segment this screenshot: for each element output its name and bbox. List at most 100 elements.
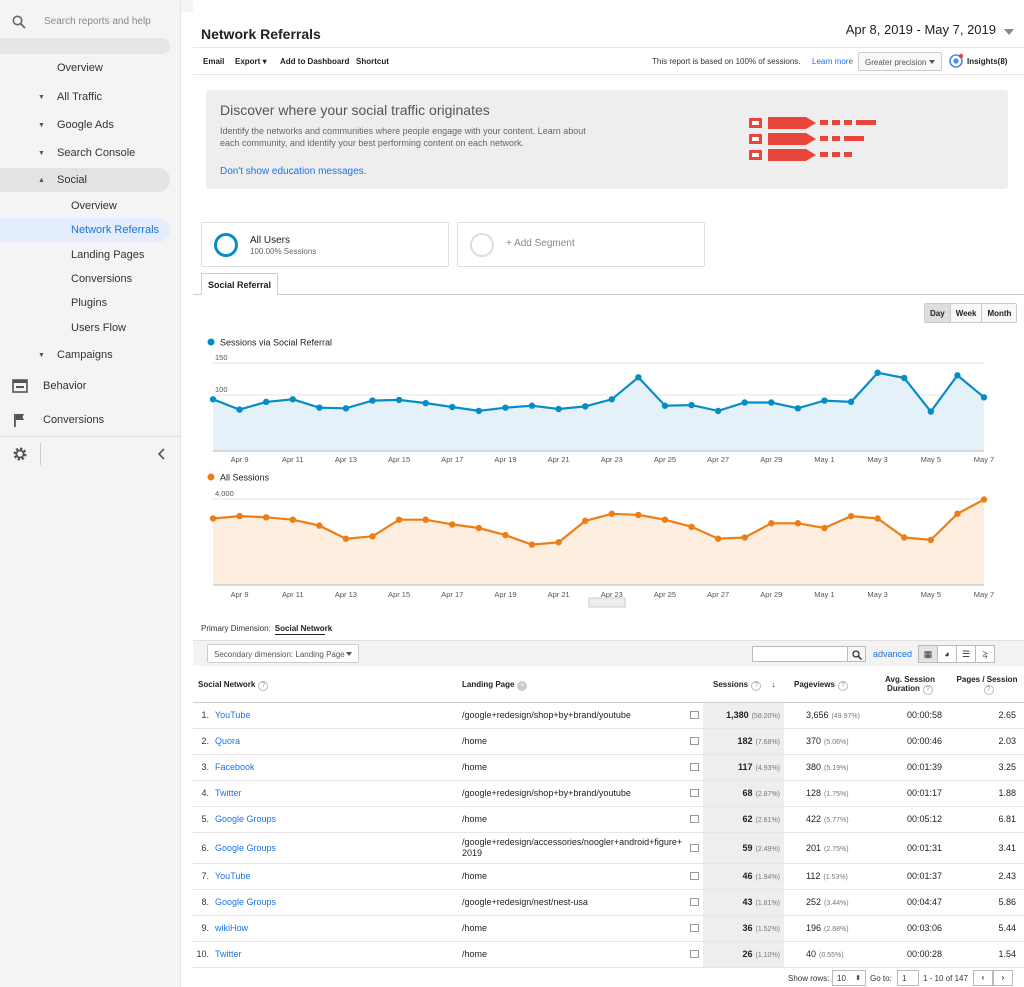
primary-dimension-value[interactable]: Social Network — [274, 624, 333, 633]
table-row[interactable]: 7. YouTube/home 46 (1.94%) 112 (1.53%) 00:01:3… — [193, 863, 1024, 890]
sidebar-item-behavior[interactable]: Behavior — [0, 374, 170, 398]
pageviews-value: 252 — [806, 897, 822, 907]
network-link[interactable]: Facebook — [215, 762, 255, 772]
open-page-icon[interactable] — [690, 872, 699, 880]
sidebar-item-plugins[interactable]: Plugins — [0, 291, 170, 315]
performance-view-icon[interactable]: ☰ — [956, 645, 976, 663]
precision-select[interactable]: Greater precision — [858, 52, 942, 71]
col-label: Pages / Session — [956, 675, 1018, 685]
table-row[interactable]: 8. Google Groups/google+redesign/nest/nes… — [193, 889, 1024, 916]
open-page-icon[interactable] — [690, 815, 699, 823]
landing-page-value: /home — [462, 813, 488, 824]
remove-dimension-icon[interactable]: × — [517, 680, 528, 691]
gear-icon[interactable] — [12, 446, 28, 462]
sidebar-item-network-referrals[interactable]: Network Referrals — [0, 218, 170, 242]
network-link[interactable]: Google Groups — [215, 814, 277, 824]
sort-desc-icon[interactable]: ↓ — [771, 679, 776, 689]
cell-avg-duration: 00:00:58 — [870, 702, 950, 729]
open-page-icon[interactable] — [690, 950, 699, 958]
col-sessions[interactable]: Sessions? ↓ — [703, 669, 784, 703]
sidebar-item-landing-pages[interactable]: Landing Pages — [0, 243, 170, 267]
table-search-button[interactable] — [847, 647, 865, 661]
open-page-icon[interactable] — [690, 737, 699, 745]
insights-button[interactable]: Insights(8) — [948, 53, 1007, 69]
table-row[interactable]: 4. Twitter/google+redesign/shop+by+brand/… — [193, 780, 1024, 807]
advanced-filter-link[interactable]: advanced — [873, 649, 913, 659]
sidebar-item-search-console[interactable]: ▼ Search Console — [0, 141, 170, 165]
segment-all-users[interactable]: All Users 100.00% Sessions — [201, 222, 449, 267]
prev-page-button[interactable]: ‹ — [973, 970, 993, 986]
network-link[interactable]: Twitter — [215, 949, 242, 959]
export-button[interactable]: Export ▾ — [235, 57, 267, 66]
sidebar-item-users-flow[interactable]: Users Flow — [0, 316, 170, 340]
sessions-value: 36 — [742, 923, 753, 933]
col-avg-session-duration[interactable]: Avg. Session Duration? — [870, 669, 950, 703]
sidebar-item-social[interactable]: ▲ Social — [0, 168, 170, 192]
open-page-icon[interactable] — [690, 924, 699, 932]
network-link[interactable]: Google Groups — [215, 897, 277, 907]
table-row[interactable]: 10. Twitter/home 26 (1.10%) 40 (0.55%) 00:00:2… — [193, 941, 1024, 968]
col-social-network[interactable]: Social Network? — [193, 669, 456, 703]
goto-input[interactable]: 1 — [897, 970, 919, 986]
data-point — [262, 514, 270, 521]
network-link[interactable]: Quora — [215, 736, 241, 746]
rows-per-page-select[interactable]: 10 ⬍ — [832, 970, 866, 986]
sidebar-item-social-conversions[interactable]: Conversions — [0, 267, 170, 291]
network-link[interactable]: YouTube — [215, 871, 251, 881]
sidebar-item-campaigns[interactable]: ▼ Campaigns — [0, 343, 170, 367]
open-page-icon[interactable] — [690, 789, 699, 797]
open-page-icon[interactable] — [690, 711, 699, 719]
help-icon[interactable]: ? — [837, 680, 848, 691]
secondary-dimension-select[interactable]: Secondary dimension: Landing Page — [207, 644, 359, 663]
table-search-input[interactable] — [752, 646, 866, 662]
sidebar-item-all-traffic[interactable]: ▼ All Traffic — [0, 85, 170, 109]
x-tick-label: Apr 19 — [494, 455, 516, 464]
table-row[interactable]: 1. YouTube/google+redesign/shop+by+brand/… — [193, 702, 1024, 729]
help-icon[interactable]: ? — [751, 680, 762, 691]
table-row[interactable]: 9. wikiHow/home 36 (1.52%) 196 (2.68%) 00:03:0… — [193, 915, 1024, 942]
week-button[interactable]: Week — [949, 304, 982, 322]
tab-social-referral[interactable]: Social Referral — [201, 273, 279, 295]
pageviews-value: 3,656 — [806, 710, 829, 720]
table-row[interactable]: 3. Facebook/home 117 (4.93%) 380 (5.19%) 00:01… — [193, 754, 1024, 781]
table-row[interactable]: 2. Quora/home 182 (7.68%) 370 (5.06%) 00:00:46… — [193, 728, 1024, 755]
add-segment-button[interactable]: + Add Segment — [457, 222, 705, 267]
month-button[interactable]: Month — [981, 304, 1017, 322]
sidebar-item-acquisition-overview[interactable]: Overview — [0, 56, 170, 80]
cell-landing-page: /home — [456, 863, 703, 890]
network-link[interactable]: Twitter — [215, 788, 242, 798]
table-row[interactable]: 5. Google Groups/home 62 (2.61%) 422 (5.77%) 0… — [193, 806, 1024, 833]
network-link[interactable]: wikiHow — [215, 923, 249, 933]
col-label: Avg. Session — [885, 675, 935, 685]
help-icon[interactable]: ? — [983, 685, 994, 696]
learn-more-link[interactable]: Learn more — [812, 57, 853, 66]
dismiss-education-link[interactable]: Don't show education messages. — [220, 166, 367, 177]
col-pages-per-session[interactable]: Pages / Session? — [950, 669, 1024, 703]
col-landing-page[interactable]: Landing Page × — [456, 669, 703, 703]
sidebar-search[interactable]: Search reports and help — [0, 0, 181, 44]
shortcut-button[interactable]: Shortcut — [356, 57, 389, 66]
open-page-icon[interactable] — [690, 898, 699, 906]
date-range-picker[interactable]: Apr 8, 2019 - May 7, 2019 — [845, 22, 996, 37]
collapse-chevron-icon[interactable] — [157, 448, 167, 460]
help-icon[interactable]: ? — [922, 685, 933, 696]
table-row[interactable]: 6. Google Groups/google+redesign/accessor… — [193, 832, 1024, 864]
sidebar-item-conversions[interactable]: Conversions — [0, 408, 170, 432]
pie-view-icon[interactable]: ◕ — [937, 645, 957, 663]
sidebar-item-google-ads[interactable]: ▼ Google Ads — [0, 113, 170, 137]
open-page-icon[interactable] — [690, 763, 699, 771]
col-pageviews[interactable]: Pageviews? — [784, 669, 870, 703]
row-index: 1. — [201, 710, 209, 720]
chevron-down-icon[interactable] — [1004, 29, 1014, 35]
sidebar-item-social-overview[interactable]: Overview — [0, 194, 170, 218]
add-to-dashboard-button[interactable]: Add to Dashboard — [280, 57, 350, 66]
next-page-button[interactable]: › — [993, 970, 1013, 986]
comparison-view-icon[interactable]: ⥸ — [975, 645, 995, 663]
network-link[interactable]: YouTube — [215, 710, 251, 720]
grid-view-icon[interactable]: ▦ — [918, 645, 938, 663]
network-link[interactable]: Google Groups — [215, 842, 277, 853]
help-icon[interactable]: ? — [258, 680, 269, 691]
day-button[interactable]: Day — [925, 304, 950, 322]
email-button[interactable]: Email — [203, 57, 225, 66]
open-page-icon[interactable] — [690, 843, 699, 852]
